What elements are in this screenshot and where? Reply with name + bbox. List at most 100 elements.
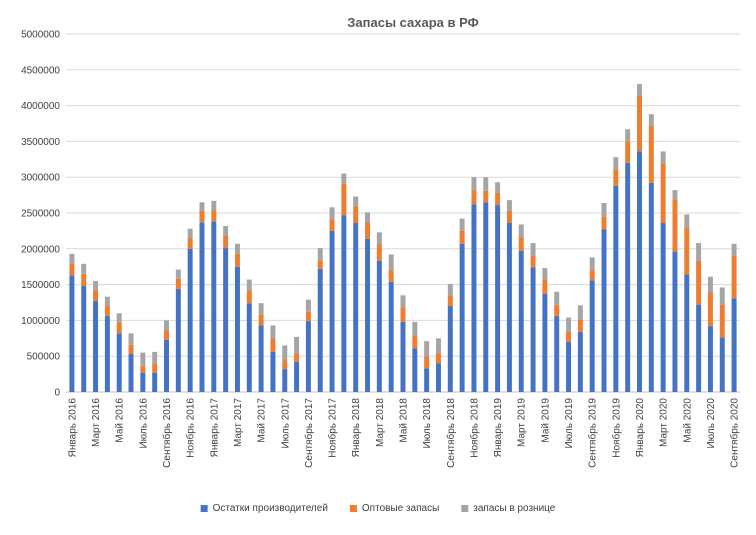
bar-segment-series-3 — [506, 200, 512, 211]
bars — [69, 84, 737, 392]
bar-segment-series-1 — [376, 260, 382, 392]
bar-segment-series-1 — [601, 229, 607, 392]
bar-segment-series-1 — [246, 303, 252, 392]
bar-segment-series-3 — [294, 336, 300, 354]
bar-segment-series-1 — [175, 288, 181, 392]
bar-segment-series-3 — [341, 173, 347, 184]
bar-segment-series-3 — [152, 351, 158, 365]
bar-segment-series-2 — [104, 306, 110, 317]
bar-segment-series-3 — [258, 303, 264, 315]
legend-item: запасы в рознице — [461, 503, 556, 514]
x-tick-label: Сентябрь 2020 — [729, 398, 741, 468]
bar-segment-series-2 — [140, 366, 146, 373]
legend-swatch — [200, 505, 208, 512]
bar-segment-series-2 — [719, 304, 725, 338]
bar-segment-series-1 — [140, 372, 146, 392]
bar-segment-series-2 — [577, 319, 583, 332]
bar-segment-series-2 — [566, 331, 572, 342]
x-tick-label: Сентябрь 2017 — [303, 398, 315, 468]
bar-segment-series-1 — [554, 316, 560, 392]
x-tick-label: Сентябрь 2018 — [445, 398, 457, 468]
bar-segment-series-1 — [447, 306, 453, 392]
bar-segment-series-3 — [329, 207, 335, 220]
bar-segment-series-2 — [412, 335, 418, 349]
x-tick-label: Май 2018 — [399, 398, 410, 443]
legend-item: Оптовые запасы — [349, 503, 439, 514]
legend-label: Остатки производителей — [213, 503, 328, 514]
bar-segment-series-2 — [211, 210, 217, 222]
bar-segment-series-1 — [270, 351, 276, 392]
bar-segment-series-3 — [577, 305, 583, 320]
bar-segment-series-3 — [175, 269, 181, 279]
bar-segment-series-1 — [365, 238, 371, 392]
bar-segment-series-3 — [613, 157, 619, 170]
bar-segment-series-3 — [305, 299, 311, 312]
bar-segment-series-1 — [116, 333, 122, 392]
bar-segment-series-2 — [613, 169, 619, 186]
bar-segment-series-1 — [530, 267, 536, 392]
bar-segment-series-1 — [672, 251, 678, 392]
bar-segment-series-1 — [152, 372, 158, 392]
bar-segment-series-1 — [305, 321, 311, 392]
bar-segment-series-1 — [518, 250, 524, 392]
bar-segment-series-3 — [731, 243, 737, 256]
bar-segment-series-1 — [341, 215, 347, 392]
bar-segment-series-2 — [447, 296, 453, 307]
bar-segment-series-1 — [625, 162, 631, 392]
bar-segment-series-3 — [447, 283, 453, 297]
bar-segment-series-3 — [495, 182, 501, 193]
bar-segment-series-2 — [317, 260, 323, 269]
bar-segment-series-2 — [542, 279, 548, 294]
bar-segment-series-3 — [282, 345, 288, 361]
bar-segment-series-2 — [637, 95, 642, 152]
bar-segment-series-2 — [365, 222, 371, 239]
bar-segment-series-1 — [400, 321, 406, 392]
bar-segment-series-1 — [424, 368, 430, 392]
bar-segment-series-3 — [424, 341, 430, 357]
x-tick-label: Май 2017 — [257, 398, 268, 443]
bar-segment-series-1 — [128, 354, 134, 392]
x-tick-label: Март 2018 — [375, 398, 386, 447]
bar-segment-series-2 — [353, 206, 359, 224]
x-tick-label: Март 2020 — [659, 398, 670, 447]
bar-segment-series-1 — [412, 348, 418, 392]
bar-segment-series-1 — [104, 316, 110, 392]
bar-segment-series-3 — [317, 248, 323, 261]
bar-segment-series-1 — [187, 248, 193, 392]
bar-segment-series-1 — [506, 223, 512, 392]
bar-segment-series-1 — [282, 369, 288, 392]
bar-segment-series-3 — [637, 84, 642, 96]
bar-segment-series-2 — [696, 260, 702, 305]
bar-segment-series-3 — [471, 177, 477, 191]
bar-segment-series-2 — [294, 353, 300, 362]
bar-segment-series-1 — [696, 304, 702, 392]
y-tick-label: 4500000 — [21, 65, 60, 76]
bar-segment-series-2 — [471, 190, 477, 205]
bar-segment-series-1 — [258, 325, 264, 392]
bar-segment-series-3 — [412, 321, 418, 336]
bar-segment-series-2 — [660, 163, 666, 224]
bar-segment-series-1 — [684, 274, 690, 392]
bar-segment-series-2 — [518, 237, 524, 251]
x-tick-label: Ноябрь 2016 — [185, 398, 197, 458]
bar-segment-series-2 — [731, 255, 737, 299]
x-axis: Январь 2016 Март 2016 Май 2016 Июль 2016 Сен… — [67, 398, 740, 468]
y-tick-label: 3000000 — [21, 173, 60, 184]
bar-segment-series-3 — [566, 317, 572, 332]
legend-swatch — [461, 505, 469, 512]
x-tick-label: Июль 2018 — [422, 398, 433, 449]
bar-segment-series-2 — [707, 292, 713, 327]
bar-segment-series-2 — [187, 238, 193, 249]
bar-segment-series-1 — [471, 204, 477, 392]
bar-segment-series-3 — [554, 291, 560, 305]
bar-segment-series-3 — [719, 287, 725, 305]
bar-segment-series-1 — [294, 361, 300, 392]
bar-segment-series-3 — [104, 296, 110, 307]
bar-segment-series-2 — [435, 353, 441, 364]
bar-segment-series-2 — [589, 270, 595, 281]
bar-segment-series-3 — [93, 281, 99, 291]
bar-segment-series-1 — [577, 331, 583, 392]
bar-segment-series-1 — [164, 339, 169, 392]
legend: Остатки производителей Оптовые запасы запа… — [200, 503, 556, 514]
